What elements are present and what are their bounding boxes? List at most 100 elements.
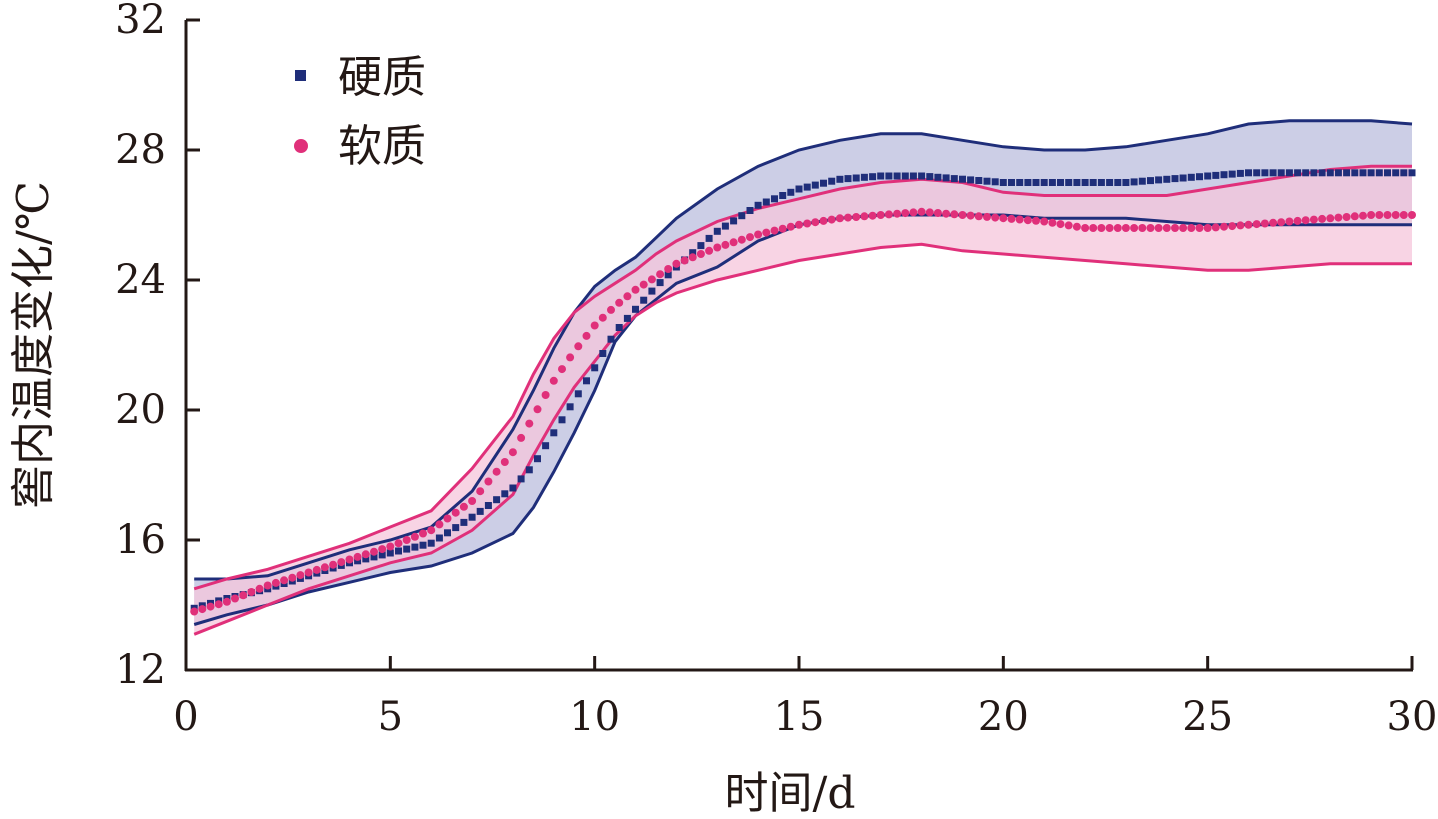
marker-soft (933, 209, 942, 217)
marker-hard (959, 175, 966, 183)
marker-hard (1236, 169, 1244, 177)
marker-soft (688, 253, 697, 262)
marker-soft (337, 558, 346, 567)
marker-hard (999, 179, 1007, 186)
marker-soft (280, 576, 289, 585)
marker-soft (1285, 217, 1294, 226)
marker-hard (623, 314, 631, 322)
marker-hard (574, 390, 582, 398)
marker-hard (1032, 179, 1040, 186)
marker-hard (1057, 179, 1064, 186)
marker-soft (402, 536, 411, 544)
y-axis-title: 窖内温度变化/℃ (8, 181, 59, 509)
marker-soft (729, 238, 738, 247)
marker-hard (386, 549, 394, 557)
marker-hard (427, 539, 435, 547)
marker-soft (1383, 211, 1392, 219)
marker-hard (991, 178, 999, 186)
marker-hard (1334, 169, 1342, 177)
x-tick-label: 30 (1387, 694, 1438, 740)
legend: 硬质 软质 (294, 52, 426, 172)
marker-hard (1326, 169, 1334, 177)
marker-hard (811, 181, 819, 189)
marker-hard (828, 177, 836, 185)
marker-soft (541, 391, 550, 399)
marker-hard (877, 172, 885, 180)
marker-hard (942, 174, 950, 182)
y-tick-label: 28 (115, 127, 166, 173)
marker-hard (852, 174, 860, 182)
marker-soft (901, 209, 910, 218)
marker-soft (1220, 222, 1228, 231)
marker-hard (1187, 173, 1195, 181)
marker-hard (1024, 179, 1032, 186)
marker-hard (1212, 171, 1220, 179)
marker-hard (1318, 169, 1326, 177)
marker-hard (501, 490, 509, 498)
marker-soft (549, 376, 558, 385)
marker-soft (296, 571, 305, 580)
marker-soft (860, 212, 869, 221)
marker-hard (713, 227, 721, 235)
marker-soft (386, 542, 395, 551)
marker-hard (534, 455, 541, 463)
band-upper-line-1 (193, 164, 1412, 591)
marker-hard (484, 502, 492, 509)
marker-soft (525, 419, 534, 428)
marker-hard (378, 551, 386, 559)
marker-soft (795, 220, 803, 229)
marker-soft (1359, 211, 1367, 220)
marker-hard (1097, 179, 1105, 186)
marker-soft (754, 230, 763, 239)
marker-soft (1203, 224, 1212, 232)
marker-hard (435, 534, 443, 542)
marker-soft (231, 594, 239, 603)
marker-soft (1269, 218, 1278, 227)
marker-hard (1171, 175, 1179, 183)
band-area-1 (194, 166, 1413, 635)
marker-hard (468, 513, 476, 521)
series-markers (190, 169, 1416, 616)
marker-hard (525, 466, 533, 474)
marker-soft (827, 215, 836, 224)
marker-soft (639, 280, 648, 289)
marker-soft (1130, 224, 1139, 232)
marker-hard (1073, 179, 1081, 186)
marker-hard (517, 475, 525, 483)
marker-soft (566, 353, 575, 362)
marker-soft (410, 532, 419, 541)
marker-hard (1245, 169, 1252, 177)
marker-soft (263, 581, 272, 590)
marker-soft (991, 213, 1000, 222)
marker-hard (746, 207, 754, 214)
marker-hard (1048, 179, 1056, 186)
marker-hard (860, 173, 868, 181)
band-upper-line-0 (194, 119, 1413, 581)
marker-soft (598, 313, 607, 322)
marker-soft (1244, 220, 1253, 229)
marker-soft (1032, 216, 1040, 225)
marker-soft (1040, 217, 1049, 226)
marker-soft (1121, 224, 1130, 232)
marker-hard (754, 201, 762, 209)
marker-hard (1294, 169, 1302, 177)
marker-soft (803, 219, 812, 228)
marker-soft (329, 560, 338, 569)
marker-soft (1350, 212, 1359, 221)
marker-hard (1106, 179, 1114, 186)
marker-hard (607, 335, 615, 343)
marker-hard (926, 173, 934, 181)
marker-hard (779, 192, 787, 199)
marker-hard (1155, 176, 1163, 184)
marker-hard (460, 518, 468, 526)
marker-soft (558, 365, 566, 374)
marker-soft (680, 256, 689, 265)
marker-hard (1408, 169, 1416, 177)
marker-hard (1261, 169, 1269, 177)
marker-hard (1375, 169, 1383, 177)
marker-soft (1408, 211, 1416, 219)
marker-soft (893, 209, 902, 218)
marker-soft (1113, 224, 1122, 232)
marker-hard (452, 524, 460, 532)
